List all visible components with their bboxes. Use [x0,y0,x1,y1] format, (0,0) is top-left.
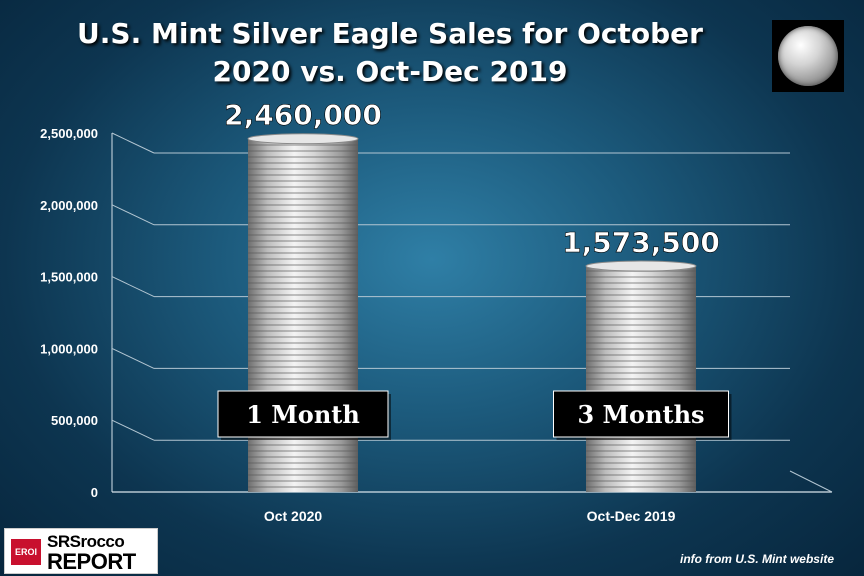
bar-annotation-box [217,390,389,438]
title-line-2: 2020 vs. Oct-Dec 2019 [212,55,568,88]
floor-edge [789,470,833,493]
bar-annotation: 1 Month [246,400,360,429]
y-tick-label: 2,000,000 [40,198,98,213]
y-tick-label: 1,000,000 [40,341,98,356]
logo-badge: EROI [11,539,41,565]
x-tick-label: Oct-Dec 2019 [587,508,676,524]
y-tick-label: 0 [91,485,98,500]
bar-top [585,260,697,272]
bar-group [585,260,697,492]
y-tick-label: 500,000 [51,413,98,428]
silver-eagle-coin-icon [772,20,844,92]
logo-line-1: SRSrocco [47,532,125,551]
bar-value-label: 1,573,500 [562,226,720,259]
gridline-perspective [111,204,155,226]
bar-value-label: 2,460,000 [224,99,382,132]
source-note: info from U.S. Mint website [679,552,834,566]
gridline-perspective [111,132,155,154]
title-line-1: U.S. Mint Silver Eagle Sales for October [77,17,703,50]
bar-ridges [586,266,696,492]
gridline-perspective [111,419,155,441]
y-tick-label: 1,500,000 [40,270,98,285]
logo-line-2: REPORT [47,549,136,574]
bar-annotation: 3 Months [577,400,704,429]
srsrocco-logo: EROI SRSrocco REPORT [4,528,158,574]
bar-top [247,133,359,145]
x-tick-label: Oct 2020 [264,508,323,524]
y-tick-label: 2,500,000 [40,126,98,141]
gridline-perspective [111,347,155,369]
bar-annotation-box [553,390,729,438]
gridline-perspective [111,276,155,298]
